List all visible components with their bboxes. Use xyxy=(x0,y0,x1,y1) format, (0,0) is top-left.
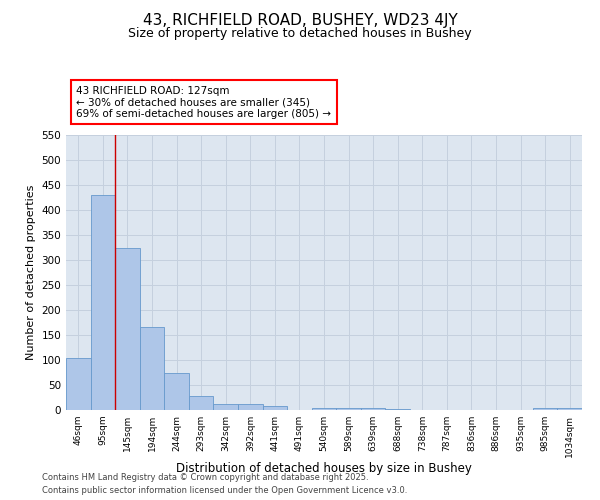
Bar xyxy=(140,326,164,410)
Y-axis label: Number of detached properties: Number of detached properties xyxy=(26,185,36,360)
Text: Contains HM Land Registry data © Crown copyright and database right 2025.: Contains HM Land Registry data © Crown c… xyxy=(42,474,368,482)
Bar xyxy=(115,248,140,410)
Bar xyxy=(336,408,361,410)
Bar xyxy=(238,404,263,410)
Text: 43 RICHFIELD ROAD: 127sqm
← 30% of detached houses are smaller (345)
69% of semi: 43 RICHFIELD ROAD: 127sqm ← 30% of detac… xyxy=(76,86,331,118)
Bar xyxy=(214,404,238,410)
Bar xyxy=(385,408,410,410)
X-axis label: Distribution of detached houses by size in Bushey: Distribution of detached houses by size … xyxy=(176,462,472,475)
Bar xyxy=(66,358,91,410)
Bar xyxy=(164,372,189,410)
Bar xyxy=(312,408,336,410)
Bar xyxy=(263,406,287,410)
Bar xyxy=(361,408,385,410)
Text: 43, RICHFIELD ROAD, BUSHEY, WD23 4JY: 43, RICHFIELD ROAD, BUSHEY, WD23 4JY xyxy=(143,12,457,28)
Text: Contains public sector information licensed under the Open Government Licence v3: Contains public sector information licen… xyxy=(42,486,407,495)
Bar xyxy=(557,408,582,410)
Text: Size of property relative to detached houses in Bushey: Size of property relative to detached ho… xyxy=(128,28,472,40)
Bar xyxy=(533,408,557,410)
Bar xyxy=(189,396,214,410)
Bar xyxy=(91,195,115,410)
